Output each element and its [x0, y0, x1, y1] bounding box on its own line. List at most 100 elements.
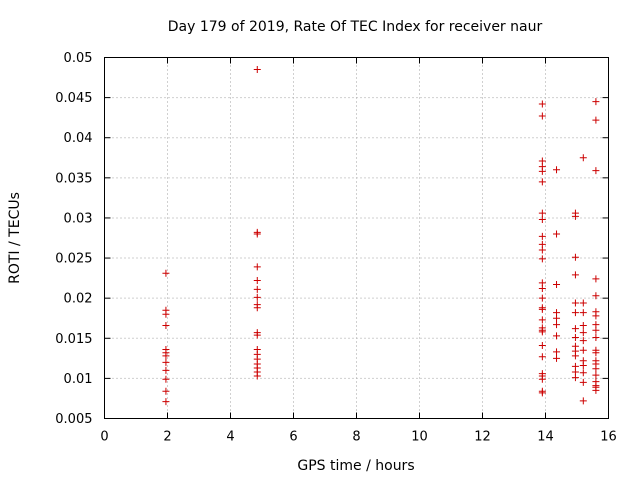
y-tick-labels: 0.005 0.01 0.015 0.02 0.025 0.03 0.035 0.04 0.04…: [55, 51, 92, 427]
data-point: [162, 387, 170, 395]
data-point: [579, 346, 587, 354]
data-point: [538, 178, 546, 186]
grid-lines: [104, 57, 609, 419]
x-tick-label: 0: [100, 430, 108, 445]
data-point: [592, 292, 600, 300]
data-point: [571, 253, 579, 261]
data-point: [162, 310, 170, 318]
data-point: [538, 316, 546, 324]
data-point: [162, 358, 170, 366]
x-tick-labels: 0 2 4 6 8 10 12 14 16: [100, 430, 616, 445]
data-point: [592, 333, 600, 341]
y-tick-label: 0.04: [64, 131, 93, 146]
data-point: [538, 353, 546, 361]
y-tick-label: 0.035: [55, 171, 92, 186]
data-point: [592, 386, 600, 394]
y-tick-label: 0.05: [64, 51, 93, 66]
data-point: [253, 331, 261, 339]
data-point: [579, 309, 587, 317]
data-point: [538, 167, 546, 175]
data-point: [538, 216, 546, 224]
x-tick-label: 4: [226, 430, 234, 445]
data-points: [162, 66, 600, 406]
data-point: [592, 312, 600, 320]
data-point: [162, 398, 170, 406]
data-point: [592, 326, 600, 334]
data-point: [538, 246, 546, 254]
data-point: [592, 116, 600, 124]
data-point: [162, 352, 170, 360]
data-point: [553, 166, 561, 174]
x-tick-label: 8: [352, 430, 360, 445]
data-point: [553, 354, 561, 362]
data-point: [538, 112, 546, 120]
x-tick-label: 10: [411, 430, 428, 445]
y-axis-label: ROTI / TECUs: [7, 192, 23, 284]
data-point: [253, 304, 261, 312]
x-tick-label: 16: [600, 430, 617, 445]
data-point: [538, 255, 546, 263]
data-point: [553, 230, 561, 238]
data-point: [571, 212, 579, 220]
data-point: [553, 321, 561, 329]
chart-title: Day 179 of 2019, Rate Of TEC Index for r…: [168, 19, 543, 35]
data-point: [579, 362, 587, 370]
data-point: [553, 281, 561, 289]
y-tick-label: 0.02: [64, 292, 93, 307]
x-tick-label: 14: [537, 430, 554, 445]
data-point: [253, 66, 261, 74]
data-point: [571, 374, 579, 382]
y-tick-label: 0.015: [55, 332, 92, 347]
data-point: [579, 397, 587, 405]
data-point: [538, 389, 546, 397]
x-axis-label: GPS time / hours: [297, 458, 414, 474]
data-point: [592, 98, 600, 106]
data-point: [571, 271, 579, 279]
data-point: [538, 209, 546, 217]
data-point: [538, 375, 546, 383]
x-tick-label: 12: [474, 430, 491, 445]
y-tick-label: 0.01: [64, 372, 93, 387]
data-point: [538, 328, 546, 336]
y-tick-label: 0.005: [55, 412, 92, 427]
data-point: [253, 372, 261, 380]
data-point: [579, 329, 587, 337]
data-point: [592, 167, 600, 175]
data-point: [592, 371, 600, 379]
data-point: [553, 332, 561, 340]
data-point: [162, 375, 170, 383]
data-point: [538, 305, 546, 313]
data-point: [553, 348, 561, 356]
y-tick-label: 0.045: [55, 91, 92, 106]
data-point: [571, 333, 579, 341]
data-point: [571, 309, 579, 317]
data-point: [253, 263, 261, 271]
data-point: [571, 299, 579, 307]
data-point: [162, 321, 170, 329]
data-point: [253, 285, 261, 293]
data-point: [162, 366, 170, 374]
data-point: [579, 321, 587, 329]
data-point: [253, 230, 261, 238]
data-point: [253, 277, 261, 285]
data-point: [571, 325, 579, 333]
x-tick-label: 6: [289, 430, 297, 445]
data-point: [553, 314, 561, 322]
data-point: [538, 294, 546, 302]
data-point: [538, 232, 546, 240]
data-point: [592, 349, 600, 357]
data-point: [592, 365, 600, 373]
data-point: [253, 293, 261, 301]
data-point: [571, 352, 579, 360]
data-point: [579, 337, 587, 345]
data-point: [579, 299, 587, 307]
data-point: [538, 100, 546, 108]
data-point: [538, 341, 546, 349]
axis-ticks: [104, 57, 609, 419]
data-point: [592, 275, 600, 283]
x-tick-label: 2: [163, 430, 171, 445]
data-point: [579, 378, 587, 386]
data-point: [579, 154, 587, 162]
y-tick-label: 0.025: [55, 252, 92, 267]
